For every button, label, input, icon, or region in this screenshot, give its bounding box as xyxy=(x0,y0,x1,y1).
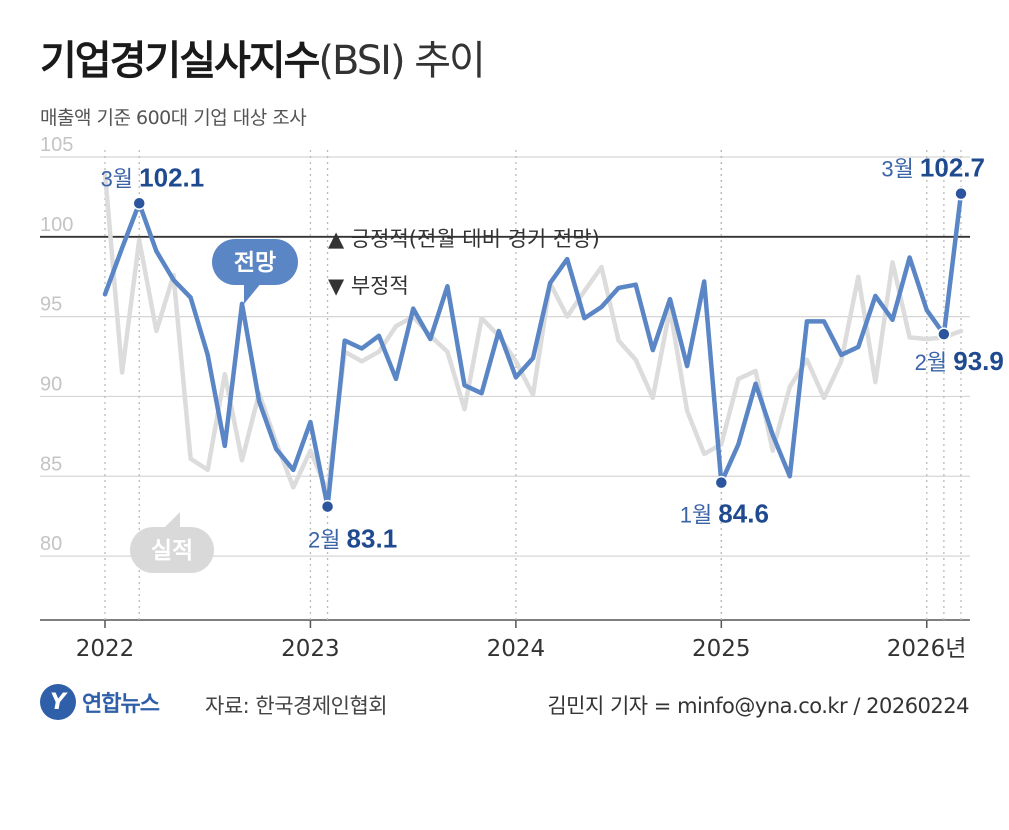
x-tick-label: 2024 xyxy=(487,636,546,662)
annotation-marker xyxy=(320,499,335,514)
forecast-series-line xyxy=(102,191,964,509)
annotation-label: 3월 102.7 xyxy=(881,153,985,183)
x-tick-label: 2023 xyxy=(281,636,340,662)
annotation-month: 2월 xyxy=(308,528,347,553)
legend-negative: ▼ 부정적 xyxy=(328,274,409,298)
annotation-value: 102.7 xyxy=(920,153,985,183)
annotation-value: 84.6 xyxy=(718,499,769,529)
y-tick-label: 100 xyxy=(40,214,73,236)
logo-mark-icon: Y xyxy=(40,684,76,720)
forecast-bubble-label: 전망 xyxy=(234,250,276,276)
title-main: 기업경기실사지수 xyxy=(40,38,320,84)
actual-bubble-label: 실적 xyxy=(151,538,193,564)
x-tick-label: 2022 xyxy=(76,636,135,662)
y-tick-label: 90 xyxy=(40,373,62,395)
y-tick-layer: 105 100 95 90 85 80 xyxy=(40,134,73,555)
actual-bubble xyxy=(130,527,214,573)
y-tick-label: 85 xyxy=(40,453,62,475)
annotation-label: 3월 102.1 xyxy=(101,162,205,192)
annotation-month: 1월 xyxy=(680,503,719,528)
annotation-marker xyxy=(937,327,951,341)
annotation-month: 2월 xyxy=(915,350,954,375)
series-actual xyxy=(102,170,964,495)
logo-text: 연합뉴스 xyxy=(82,692,160,717)
annotation-label: 2월 83.1 xyxy=(308,524,397,554)
legend-layer: ▲ 긍정적(전월 대비 경기 전망) ▼ 부정적 xyxy=(328,227,600,298)
forecast-bubble-tail xyxy=(244,282,262,304)
source-text: 자료: 한국경제인협회 xyxy=(205,694,388,718)
x-tick-label: 2026년 xyxy=(887,636,967,662)
forecast-bubble xyxy=(212,239,298,285)
annotation-value: 93.9 xyxy=(953,346,1004,376)
y-tick-label: 105 xyxy=(40,134,73,156)
yonhap-logo: Y 연합뉴스 xyxy=(40,684,160,720)
series-forecast xyxy=(102,191,964,509)
annotation-label: 2월 93.9 xyxy=(915,346,1004,376)
y-tick-label: 95 xyxy=(40,294,62,316)
annotation-value: 102.1 xyxy=(139,162,204,192)
title-paren: (BSI) 추이 xyxy=(318,38,485,84)
credit-text: 김민지 기자 = minfo@yna.co.kr / 20260224 xyxy=(547,694,969,718)
page-subtitle: 매출액 기준 600대 기업 대상 조사 xyxy=(40,107,307,129)
x-tick-label: 2025 xyxy=(692,636,751,662)
legend-positive: ▲ 긍정적(전월 대비 경기 전망) xyxy=(328,227,600,251)
annotation-marker xyxy=(714,475,729,490)
annotation-month: 3월 xyxy=(881,157,920,182)
x-axis-layer: 2022 2023 2024 2025 2026년 xyxy=(76,620,967,662)
annotation-month: 3월 xyxy=(101,166,140,191)
actual-series-line xyxy=(102,170,964,495)
bsi-line-chart: 105 100 95 90 85 80 ▲ 긍정적(전월 대비 경기 전망) ▼ 부정적 전… xyxy=(40,134,1004,662)
annotation-layer: 3월 102.1 2월 83.1 1월 84.6 2월 93.9 3월 102.7 xyxy=(101,153,1004,554)
y-tick-label: 80 xyxy=(40,533,62,555)
dotted-guide-layer xyxy=(104,150,962,620)
annotation-marker xyxy=(132,196,146,211)
annotation-label: 1월 84.6 xyxy=(680,499,769,529)
page-title: 기업경기실사지수(BSI) 추이 xyxy=(40,28,486,86)
actual-bubble-tail xyxy=(162,512,180,530)
annotation-value: 83.1 xyxy=(347,524,398,554)
annotation-marker xyxy=(954,186,968,201)
